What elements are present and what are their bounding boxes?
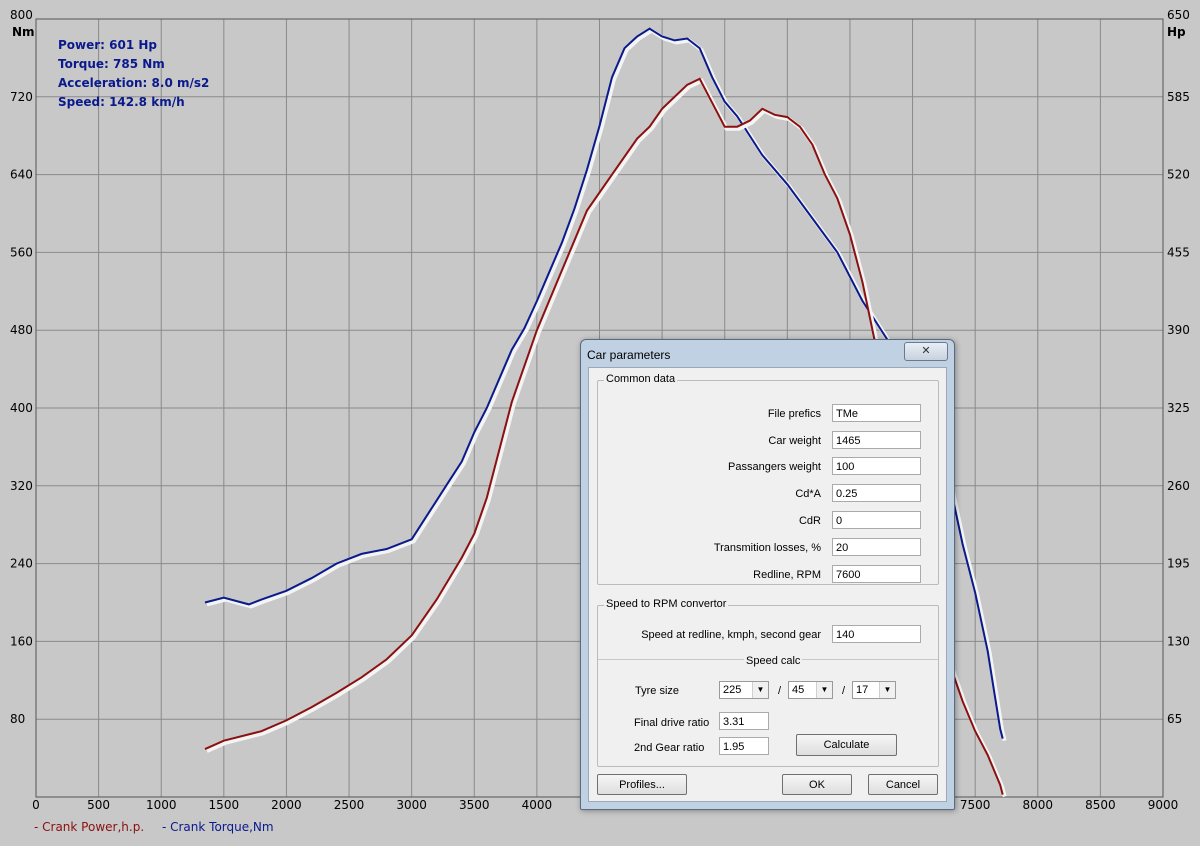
tyre-width-select[interactable]: 225 ▼ [719,681,769,699]
cancel-button[interactable]: Cancel [868,774,938,795]
tyre-separator-2: / [842,685,846,697]
ok-button[interactable]: OK [782,774,852,795]
speed-readout: Speed: 142.8 km/h [58,95,185,109]
x-tick-label: 500 [87,798,110,812]
second-gear-label: 2nd Gear ratio [634,742,705,754]
y-right-tick-label: 130 [1167,634,1190,648]
x-tick-label: 7500 [960,798,991,812]
cdr-label: CdR [798,515,821,527]
car-parameters-dialog: Car parameters ✕ Common data File prefic… [580,339,955,810]
y-right-tick-label: 650 [1167,8,1190,22]
acceleration-readout: Acceleration: 8.0 m/s2 [58,76,210,90]
close-button[interactable]: ✕ [904,342,948,361]
transmission-losses-label: Transmition losses, % [713,542,821,554]
speed-redline-field[interactable]: 140 [832,625,921,643]
legend-torque: - Crank Torque,Nm [161,820,274,834]
y-right-tick-label: 520 [1167,168,1190,182]
y-left-tick-label: 480 [10,323,33,337]
calculate-button[interactable]: Calculate [796,734,897,756]
second-gear-field[interactable]: 1.95 [719,737,769,755]
y-right-tick-label: 260 [1167,479,1190,493]
x-tick-label: 2000 [271,798,302,812]
y-left-tick-label: 320 [10,479,33,493]
chevron-down-icon: ▼ [879,682,895,698]
y-left-tick-label: 400 [10,401,33,415]
profiles-button[interactable]: Profiles... [597,774,687,795]
y-left-tick-label: 720 [10,90,33,104]
x-tick-label: 9000 [1148,798,1179,812]
y-left-tick-label: 160 [10,634,33,648]
cda-field[interactable]: 0.25 [832,484,921,502]
final-drive-field[interactable]: 3.31 [719,712,769,730]
x-tick-label: 8500 [1085,798,1116,812]
transmission-losses-field[interactable]: 20 [832,538,921,556]
x-tick-label: 0 [32,798,40,812]
y-left-tick-label: 640 [10,168,33,182]
file-prefix-label: File prefics [767,408,821,420]
x-tick-label: 1000 [146,798,177,812]
y-left-tick-label: 560 [10,245,33,259]
y-right-tick-label: 455 [1167,245,1190,259]
y-right-tick-label: 65 [1167,712,1182,726]
tyre-aspect-select[interactable]: 45 ▼ [788,681,833,699]
redline-label: Redline, RPM [753,569,821,581]
tyre-size-label: Tyre size [635,685,680,697]
y-right-tick-label: 585 [1167,90,1190,104]
right-unit-label: Hp [1167,25,1186,39]
x-tick-label: 3000 [396,798,427,812]
speed-rpm-group: Speed to RPM convertor Speed at redline,… [597,598,939,767]
y-right-tick-label: 325 [1167,401,1190,415]
x-tick-label: 1500 [209,798,240,812]
car-weight-label: Car weight [768,435,821,447]
passengers-weight-label: Passangers weight [728,461,821,473]
left-unit-label: Nm [12,25,35,39]
x-tick-label: 2500 [334,798,365,812]
y-left-tick-label: 80 [10,712,25,726]
chevron-down-icon: ▼ [752,682,768,698]
dialog-body: Common data File prefics TMe Car weight … [588,367,947,802]
common-data-legend: Common data [604,373,678,385]
speed-redline-label: Speed at redline, kmph, second gear [641,629,821,641]
x-tick-label: 3500 [459,798,490,812]
x-tick-label: 4000 [522,798,553,812]
cdr-field[interactable]: 0 [832,511,921,529]
tyre-separator-1: / [778,685,782,697]
y-left-tick-label: 240 [10,557,33,571]
tyre-rim-select[interactable]: 17 ▼ [852,681,896,699]
common-data-group: Common data File prefics TMe Car weight … [597,373,939,585]
y-right-axis-ticks: 65 130 195 260 325 390 455 520 585 650 [1167,8,1190,726]
chart-legend: - Crank Power,h.p. - Crank Torque,Nm [34,820,274,834]
car-weight-field[interactable]: 1465 [832,431,921,449]
cda-label: Cd*A [795,488,821,500]
dialog-title: Car parameters [587,348,671,362]
passengers-weight-field[interactable]: 100 [832,457,921,475]
legend-power: - Crank Power,h.p. [34,820,145,834]
final-drive-label: Final drive ratio [634,717,710,729]
speed-rpm-legend: Speed to RPM convertor [604,598,729,610]
power-readout: Power: 601 Hp [58,38,158,52]
torque-readout: Torque: 785 Nm [58,57,165,71]
readout-panel: Power: 601 Hp Torque: 785 Nm Acceleratio… [58,36,209,112]
y-right-tick-label: 195 [1167,557,1190,571]
x-tick-label: 8000 [1023,798,1054,812]
y-left-axis-ticks: 80 160 240 320 400 480 560 640 720 800 [10,8,33,726]
redline-field[interactable]: 7600 [832,565,921,583]
speed-calc-label: Speed calc [744,655,803,667]
y-left-tick-label: 800 [10,8,33,22]
chevron-down-icon: ▼ [816,682,832,698]
file-prefix-field[interactable]: TMe [832,404,921,422]
y-right-tick-label: 390 [1167,323,1190,337]
